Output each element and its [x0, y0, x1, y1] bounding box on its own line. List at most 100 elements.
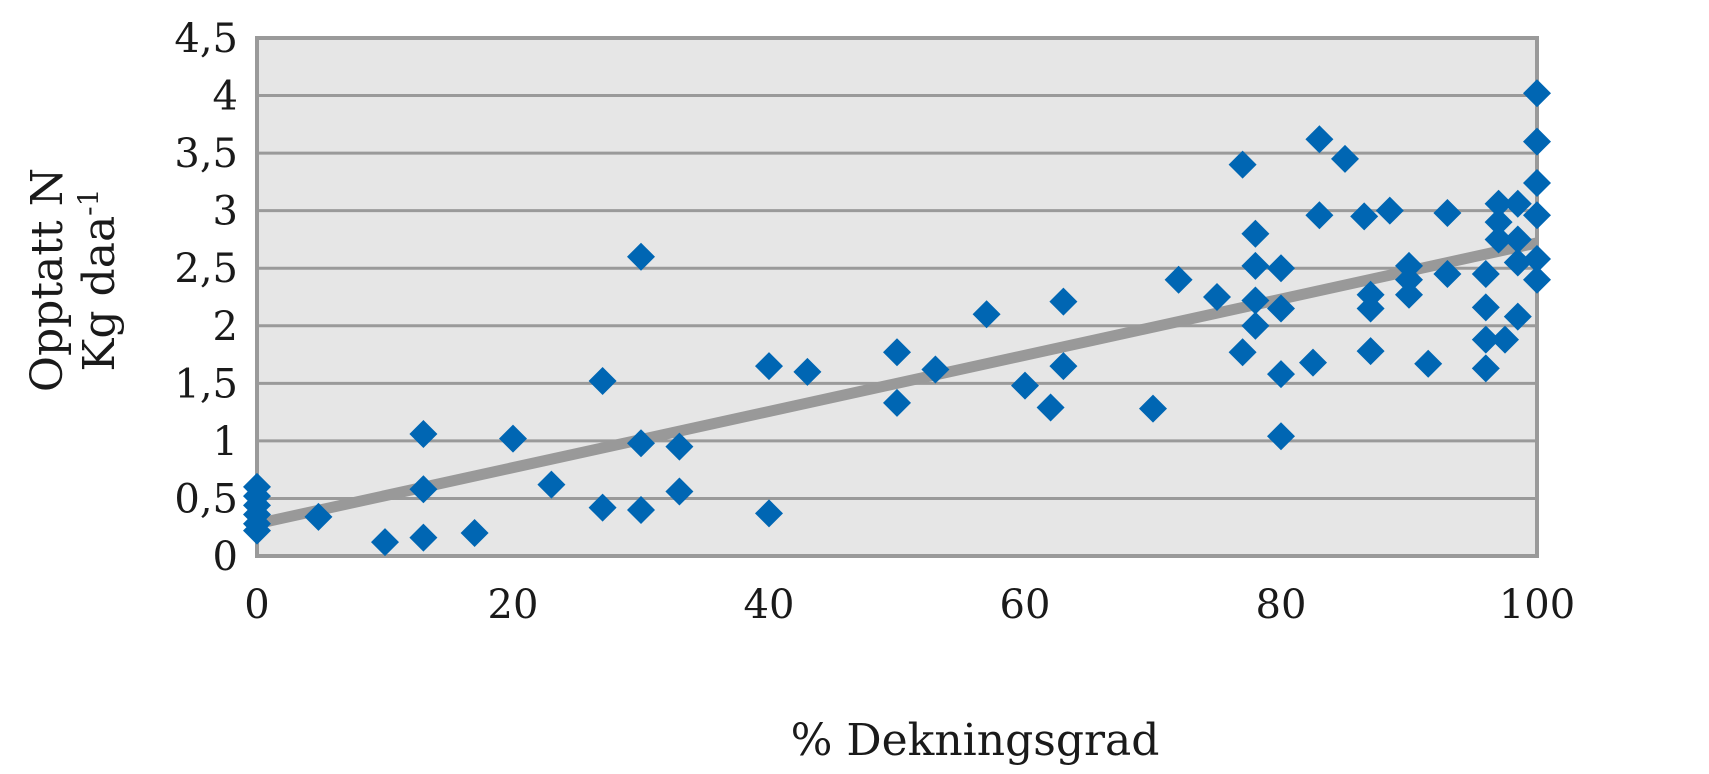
- data-point: [1267, 360, 1295, 389]
- data-point: [1471, 354, 1500, 383]
- data-point: [1241, 286, 1270, 315]
- y-axis-unit: Kg daa: [74, 216, 125, 372]
- data-point: [1395, 265, 1423, 294]
- x-tick-label: 20: [488, 582, 539, 628]
- data-point: [409, 475, 438, 504]
- x-tick-labels: 0 20 40 60 80 100: [244, 582, 1575, 628]
- data-point: [1241, 311, 1270, 340]
- y-tick-label: 2,5: [174, 246, 238, 292]
- y-tick-label: 1: [213, 419, 238, 465]
- data-point: [972, 300, 1001, 329]
- data-point: [1305, 125, 1334, 154]
- data-point: [1049, 352, 1078, 381]
- data-point: [409, 419, 438, 448]
- data-point: [1267, 254, 1295, 283]
- data-point: [1350, 202, 1379, 231]
- data-point: [1523, 265, 1551, 294]
- data-point: [1523, 127, 1551, 156]
- data-point: [1503, 302, 1532, 331]
- data-point: [1523, 245, 1551, 274]
- y-tick-label: 4: [213, 74, 238, 120]
- data-point: [1164, 265, 1193, 294]
- data-point: [1375, 196, 1404, 225]
- data-point: [1491, 325, 1519, 354]
- data-point: [499, 424, 527, 453]
- y-tick-label: 0,5: [174, 476, 238, 522]
- data-point: [883, 388, 911, 417]
- data-point: [1503, 225, 1532, 254]
- data-point: [1484, 189, 1513, 218]
- data-point: [1011, 371, 1039, 400]
- data-point: [1395, 280, 1423, 309]
- y-tick-label: 1,5: [174, 361, 238, 407]
- data-point: [1503, 248, 1532, 277]
- data-point: [1299, 348, 1327, 377]
- data-point: [883, 338, 911, 367]
- x-tick-label: 100: [1499, 582, 1575, 628]
- plot-area: [257, 38, 1537, 556]
- data-point: [1241, 219, 1270, 248]
- data-point: [1228, 338, 1257, 367]
- data-point: [755, 352, 783, 381]
- data-point: [537, 470, 566, 499]
- data-point: [1241, 251, 1270, 280]
- y-tick-label: 0: [213, 534, 238, 580]
- data-point: [1503, 189, 1532, 218]
- data-point: [1433, 198, 1462, 227]
- data-point: [1331, 144, 1359, 173]
- data-point: [1036, 393, 1065, 422]
- data-point: [627, 429, 655, 458]
- data-point: [588, 367, 617, 396]
- data-point: [1203, 283, 1231, 311]
- x-tick-label: 0: [244, 582, 269, 628]
- data-point: [1267, 422, 1295, 451]
- data-point: [1414, 349, 1443, 378]
- y-tick-label: 2: [213, 304, 238, 350]
- data-point: [243, 516, 271, 545]
- data-point: [371, 528, 399, 557]
- data-point: [409, 523, 438, 552]
- data-point: [588, 493, 617, 522]
- trendline-group: [255, 237, 1539, 530]
- data-point: [1484, 208, 1513, 237]
- y-tick-labels: 0 0,5 1 1,5 2 2,5 3 3,5 4 4,5: [174, 16, 238, 580]
- data-point: [627, 495, 655, 524]
- y-axis-title-line2: Kg daa-1: [72, 189, 125, 372]
- x-axis-title: % Dekningsgrad: [791, 715, 1160, 766]
- data-point: [755, 499, 783, 528]
- trendline: [255, 237, 1539, 530]
- data-point: [1523, 201, 1551, 230]
- data-point: [1471, 325, 1500, 354]
- data-point: [1356, 337, 1385, 366]
- data-point: [1228, 150, 1257, 179]
- data-point: [627, 242, 655, 271]
- data-point: [1433, 259, 1462, 288]
- data-point: [1484, 225, 1513, 254]
- data-point: [1356, 294, 1385, 323]
- data-point: [1267, 294, 1295, 323]
- data-point: [460, 518, 489, 547]
- data-point: [304, 502, 333, 531]
- x-tick-label: 40: [744, 582, 795, 628]
- plot-border: [255, 36, 1539, 558]
- data-point: [1305, 201, 1334, 230]
- y-axis-title: Opptatt N Kg daa-1: [22, 168, 125, 392]
- y-tick-label: 3,5: [174, 131, 238, 177]
- y-axis-unit-exponent: -1: [72, 189, 105, 216]
- y-tick-label: 3: [213, 189, 238, 235]
- data-point: [921, 355, 950, 384]
- data-point: [1523, 79, 1551, 108]
- data-point: [793, 357, 822, 386]
- y-axis-title-line1: Opptatt N: [22, 168, 73, 392]
- x-tick-label: 60: [1000, 582, 1051, 628]
- data-point: [1471, 259, 1500, 288]
- data-point: [665, 477, 694, 506]
- y-tick-label: 4,5: [174, 16, 238, 62]
- data-point: [1049, 287, 1078, 316]
- x-tick-label: 80: [1256, 582, 1307, 628]
- data-point: [665, 432, 694, 461]
- data-point: [1523, 169, 1551, 198]
- data-point: [1471, 293, 1500, 322]
